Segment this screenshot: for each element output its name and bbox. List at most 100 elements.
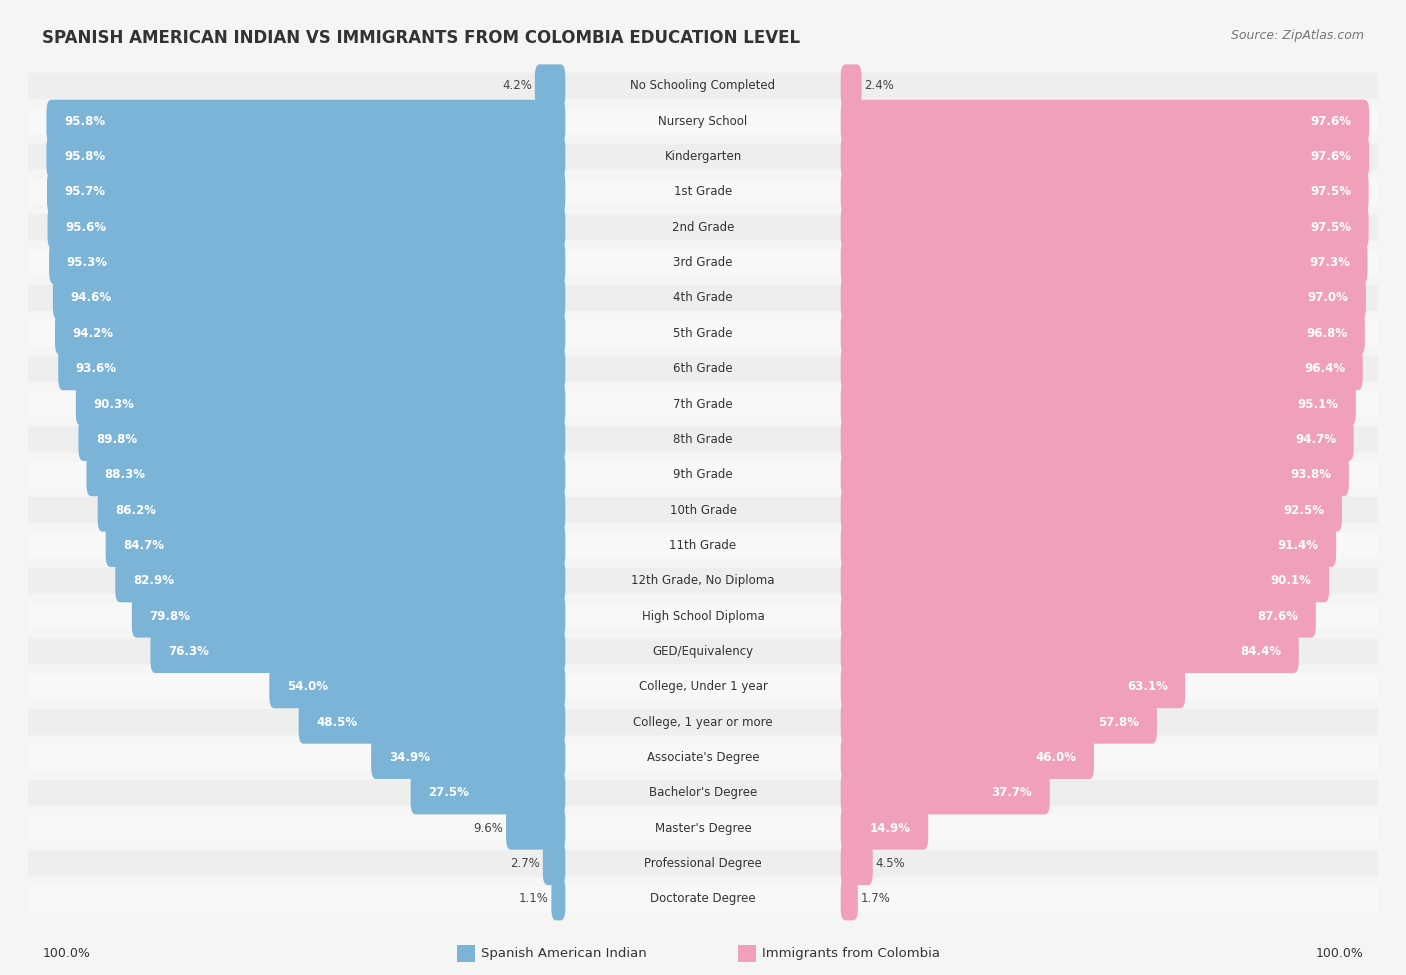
Text: 90.3%: 90.3% [93,398,134,410]
FancyBboxPatch shape [79,418,565,461]
FancyBboxPatch shape [28,603,1378,629]
Text: 4.2%: 4.2% [502,79,531,93]
Text: 27.5%: 27.5% [429,786,470,799]
Text: 100.0%: 100.0% [1316,947,1364,960]
Text: 86.2%: 86.2% [115,503,156,517]
Text: 91.4%: 91.4% [1278,539,1319,552]
Text: 100.0%: 100.0% [42,947,90,960]
Text: 8th Grade: 8th Grade [673,433,733,446]
Text: 97.3%: 97.3% [1309,256,1350,269]
Text: GED/Equivalency: GED/Equivalency [652,644,754,658]
Text: 96.8%: 96.8% [1306,327,1347,340]
FancyBboxPatch shape [411,771,565,814]
FancyBboxPatch shape [28,73,1378,99]
Text: 92.5%: 92.5% [1284,503,1324,517]
FancyBboxPatch shape [48,206,565,249]
Text: Spanish American Indian: Spanish American Indian [481,947,647,960]
Text: 9th Grade: 9th Grade [673,468,733,482]
Text: Source: ZipAtlas.com: Source: ZipAtlas.com [1230,29,1364,42]
Text: 93.8%: 93.8% [1291,468,1331,482]
FancyBboxPatch shape [105,524,565,566]
FancyBboxPatch shape [270,665,565,708]
FancyBboxPatch shape [28,143,1378,170]
Text: 5th Grade: 5th Grade [673,327,733,340]
FancyBboxPatch shape [28,567,1378,594]
Text: 34.9%: 34.9% [388,751,430,764]
FancyBboxPatch shape [115,560,565,603]
FancyBboxPatch shape [28,391,1378,417]
Text: 76.3%: 76.3% [167,644,209,658]
FancyBboxPatch shape [506,806,565,849]
FancyBboxPatch shape [28,674,1378,700]
FancyBboxPatch shape [371,736,565,779]
Text: 94.2%: 94.2% [73,327,114,340]
FancyBboxPatch shape [46,171,565,214]
FancyBboxPatch shape [841,277,1367,320]
Text: 97.5%: 97.5% [1310,220,1351,234]
FancyBboxPatch shape [86,453,565,496]
Text: 48.5%: 48.5% [316,716,357,728]
FancyBboxPatch shape [58,347,565,390]
Text: 90.1%: 90.1% [1271,574,1312,587]
FancyBboxPatch shape [46,99,565,142]
Text: 14.9%: 14.9% [870,822,911,835]
FancyBboxPatch shape [841,136,1369,178]
FancyBboxPatch shape [28,780,1378,806]
Text: Professional Degree: Professional Degree [644,857,762,870]
Text: 54.0%: 54.0% [287,681,328,693]
Text: 82.9%: 82.9% [132,574,174,587]
FancyBboxPatch shape [841,453,1348,496]
FancyBboxPatch shape [46,136,565,178]
Text: College, 1 year or more: College, 1 year or more [633,716,773,728]
FancyBboxPatch shape [841,806,928,849]
Text: 95.6%: 95.6% [65,220,107,234]
Text: 37.7%: 37.7% [991,786,1032,799]
Text: 1.7%: 1.7% [860,892,890,906]
Text: 88.3%: 88.3% [104,468,145,482]
Text: 7th Grade: 7th Grade [673,398,733,410]
FancyBboxPatch shape [841,630,1299,673]
Text: Kindergarten: Kindergarten [665,150,741,163]
Text: 4th Grade: 4th Grade [673,292,733,304]
Text: 97.5%: 97.5% [1310,185,1351,199]
FancyBboxPatch shape [76,382,565,425]
Text: 95.7%: 95.7% [65,185,105,199]
FancyBboxPatch shape [543,842,565,885]
FancyBboxPatch shape [55,312,565,355]
Text: 1st Grade: 1st Grade [673,185,733,199]
FancyBboxPatch shape [28,285,1378,311]
FancyBboxPatch shape [841,842,873,885]
Text: 79.8%: 79.8% [149,609,190,623]
Text: 84.7%: 84.7% [124,539,165,552]
Text: 94.6%: 94.6% [70,292,111,304]
Text: 1.1%: 1.1% [519,892,548,906]
Text: 10th Grade: 10th Grade [669,503,737,517]
Text: 4.5%: 4.5% [876,857,905,870]
Text: 97.6%: 97.6% [1310,115,1351,128]
Text: High School Diploma: High School Diploma [641,609,765,623]
Text: 57.8%: 57.8% [1098,716,1139,728]
FancyBboxPatch shape [49,241,565,284]
FancyBboxPatch shape [841,347,1362,390]
FancyBboxPatch shape [28,108,1378,135]
Text: 63.1%: 63.1% [1126,681,1167,693]
FancyBboxPatch shape [132,595,565,638]
FancyBboxPatch shape [28,497,1378,524]
FancyBboxPatch shape [551,878,565,920]
Text: 97.6%: 97.6% [1310,150,1351,163]
FancyBboxPatch shape [28,426,1378,452]
Text: 95.8%: 95.8% [65,115,105,128]
FancyBboxPatch shape [28,709,1378,735]
FancyBboxPatch shape [28,885,1378,912]
Text: 6th Grade: 6th Grade [673,362,733,375]
Text: 96.4%: 96.4% [1303,362,1346,375]
FancyBboxPatch shape [841,64,862,107]
FancyBboxPatch shape [28,320,1378,346]
Text: No Schooling Completed: No Schooling Completed [630,79,776,93]
FancyBboxPatch shape [841,701,1157,744]
FancyBboxPatch shape [150,630,565,673]
Text: Associate's Degree: Associate's Degree [647,751,759,764]
FancyBboxPatch shape [97,488,565,531]
FancyBboxPatch shape [28,532,1378,559]
FancyBboxPatch shape [841,665,1185,708]
